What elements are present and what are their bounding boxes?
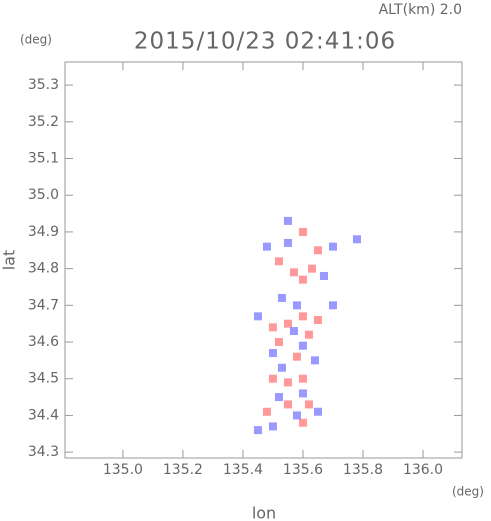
y-tick-label: 34.4 (28, 407, 59, 423)
echo-point (277, 293, 286, 302)
y-tick-label: 34.3 (28, 444, 59, 460)
echo-point (298, 389, 307, 398)
y-tick-label: 34.7 (28, 297, 59, 313)
echo-point (289, 327, 298, 336)
x-tick-label: 135.0 (103, 462, 143, 478)
echo-point (304, 330, 313, 339)
y-tick-label: 35.2 (28, 114, 59, 130)
echo-point (298, 227, 307, 236)
y-tick-label: 35.1 (28, 151, 59, 167)
altitude-label: ALT(km) 2.0 (379, 2, 462, 18)
echo-point (292, 411, 301, 420)
echo-point (253, 312, 262, 321)
x-tick-label: 135.8 (343, 462, 383, 478)
x-axis-label: lon (252, 504, 276, 521)
x-tick-label: 135.6 (283, 462, 323, 478)
echo-point (289, 268, 298, 277)
y-axis-label: lat (0, 250, 19, 271)
echo-point (283, 400, 292, 409)
echo-point (298, 374, 307, 383)
echo-point (274, 257, 283, 266)
echo-point (304, 400, 313, 409)
x-tick-label: 135.4 (223, 462, 263, 478)
echo-point (307, 264, 316, 273)
echo-point (313, 246, 322, 255)
echo-point (274, 338, 283, 347)
chart-title: 2015/10/23 02:41:06 (134, 29, 396, 55)
y-unit: (deg) (20, 33, 52, 47)
x-tick-label: 135.2 (163, 462, 203, 478)
echo-point (277, 363, 286, 372)
echo-point (292, 301, 301, 310)
echo-point (268, 323, 277, 332)
echo-point (268, 374, 277, 383)
echo-point (298, 312, 307, 321)
echo-point (283, 238, 292, 247)
plot-frame (64, 61, 463, 459)
echo-point (298, 275, 307, 284)
echo-point (274, 393, 283, 402)
y-tick-label: 35.3 (28, 77, 59, 93)
echo-point (283, 319, 292, 328)
echo-point (319, 271, 328, 280)
echo-point (262, 242, 271, 251)
y-tick-label: 35.0 (28, 187, 59, 203)
echo-point (268, 349, 277, 358)
echo-point (298, 341, 307, 350)
echo-point (292, 352, 301, 361)
echo-point (283, 216, 292, 225)
echo-point (253, 426, 262, 435)
y-tick-label: 34.8 (28, 261, 59, 277)
echo-point (313, 316, 322, 325)
x-unit: (deg) (452, 485, 484, 499)
echo-point (283, 378, 292, 387)
echo-point (352, 235, 361, 244)
y-tick-label: 34.5 (28, 371, 59, 387)
echo-point (310, 356, 319, 365)
y-tick-label: 34.9 (28, 224, 59, 240)
echo-point (313, 407, 322, 416)
echo-point (262, 407, 271, 416)
echo-point (268, 422, 277, 431)
echo-point (298, 418, 307, 427)
x-tick-label: 136.0 (403, 462, 443, 478)
echo-point (328, 301, 337, 310)
y-tick-label: 34.6 (28, 334, 59, 350)
echo-point (328, 242, 337, 251)
